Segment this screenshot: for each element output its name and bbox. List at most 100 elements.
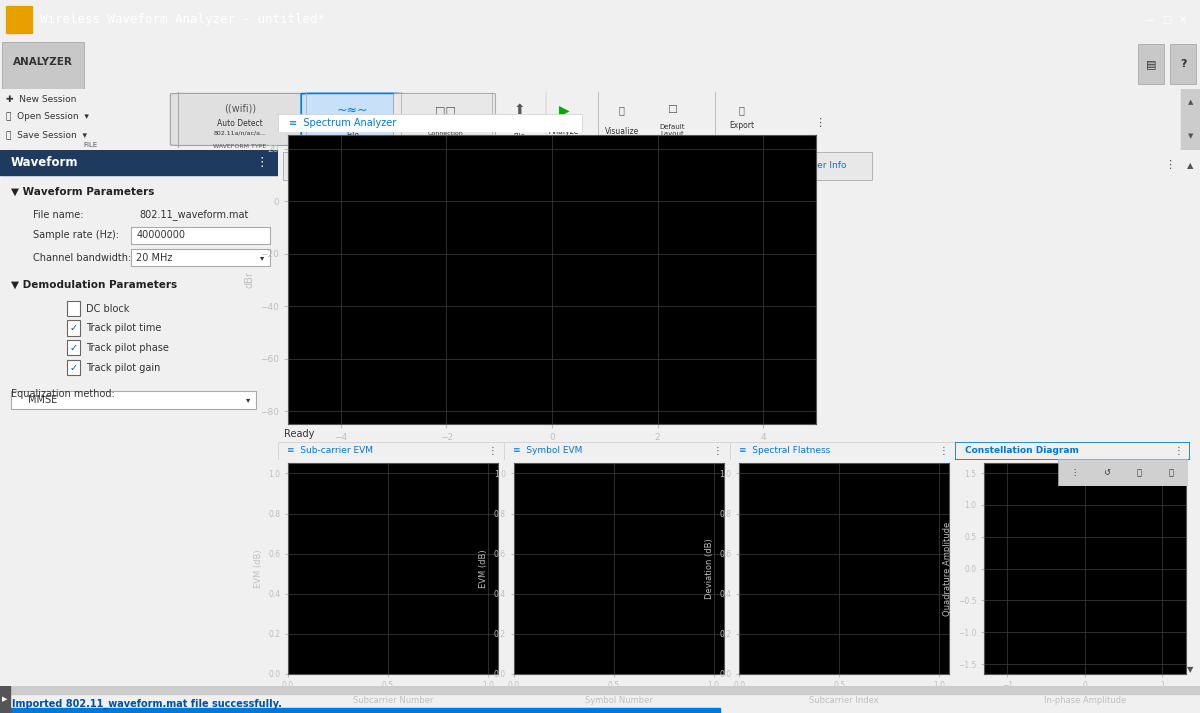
Text: ▼ Waveform Parameters: ▼ Waveform Parameters	[11, 187, 155, 197]
Text: ▤: ▤	[1146, 59, 1156, 69]
Text: Export
▾: Export ▾	[730, 120, 754, 140]
Text: RU Info: RU Info	[713, 160, 745, 170]
Bar	[0, 150, 278, 175]
Text: Instrument
Connection: Instrument Connection	[427, 125, 463, 135]
Text: Imported 802.11_waveform.mat file successfully.: Imported 802.11_waveform.mat file succes…	[12, 699, 282, 709]
Text: EXPORT: EXPORT	[734, 143, 758, 148]
Text: ?: ?	[1180, 59, 1187, 69]
Text: Track pilot gain: Track pilot gain	[86, 363, 161, 373]
Text: 802.11_waveform.mat: 802.11_waveform.mat	[139, 209, 248, 220]
Text: ▼: ▼	[1188, 133, 1193, 140]
FancyBboxPatch shape	[1138, 44, 1164, 84]
Bar	[0, 686, 1200, 694]
Text: FILE: FILE	[83, 142, 97, 148]
Text: ⬆: ⬆	[514, 103, 526, 118]
Text: 802.11a/n/ac/a...: 802.11a/n/ac/a...	[214, 130, 266, 135]
Text: ▶: ▶	[559, 103, 569, 118]
Text: ▾: ▾	[246, 395, 250, 404]
X-axis label: Symbol Number: Symbol Number	[584, 696, 653, 705]
Text: Wireless Waveform Analyzer - untitled*: Wireless Waveform Analyzer - untitled*	[40, 13, 324, 26]
Bar	[67, 340, 80, 355]
Bar	[0, 686, 10, 713]
Bar	[131, 227, 270, 245]
Text: ⋮: ⋮	[814, 118, 824, 128]
Text: ⋮: ⋮	[1069, 468, 1078, 477]
Y-axis label: EVM (dB): EVM (dB)	[479, 549, 488, 588]
Y-axis label: Quadrature Amplitude: Quadrature Amplitude	[943, 521, 953, 616]
Text: □: □	[1162, 14, 1171, 25]
Text: WAVEFORM TYPE: WAVEFORM TYPE	[214, 143, 266, 148]
Text: 📁  Open Session  ▾: 📁 Open Session ▾	[6, 112, 89, 121]
Text: ⋮: ⋮	[938, 446, 948, 456]
Text: VISUALIZATION: VISUALIZATION	[632, 143, 680, 148]
Text: ▼ Demodulation Parameters: ▼ Demodulation Parameters	[11, 280, 178, 290]
Text: ⋮: ⋮	[487, 446, 497, 456]
Text: ▼: ▼	[1187, 665, 1194, 674]
Bar	[131, 250, 270, 267]
FancyBboxPatch shape	[554, 152, 677, 180]
Bar	[11, 391, 256, 409]
Text: ✓: ✓	[70, 363, 78, 373]
Text: 20 MHz: 20 MHz	[137, 253, 173, 263]
Bar	[6, 6, 32, 34]
Text: ✓: ✓	[70, 323, 78, 333]
FancyBboxPatch shape	[1170, 44, 1196, 84]
Text: Track pilot phase: Track pilot phase	[86, 343, 169, 353]
Text: Signaling Info: Signaling Info	[454, 160, 516, 170]
FancyBboxPatch shape	[283, 152, 414, 180]
Text: 💾  Save Session  ▾: 💾 Save Session ▾	[6, 130, 88, 139]
Text: ANALYZER: ANALYZER	[13, 56, 73, 67]
Text: Field Info: Field Info	[595, 160, 636, 170]
Text: —: —	[1145, 14, 1154, 25]
Text: Track pilot time: Track pilot time	[86, 323, 162, 333]
Bar	[67, 360, 80, 375]
Text: ⤢: ⤢	[1169, 468, 1174, 477]
Text: ▲: ▲	[1188, 99, 1193, 106]
Text: 📤: 📤	[739, 106, 744, 116]
Text: □□: □□	[434, 106, 456, 116]
Bar	[0, 708, 720, 713]
Text: ⋮: ⋮	[1174, 446, 1183, 456]
Text: ▶: ▶	[2, 697, 7, 702]
Text: INPUT MODE: INPUT MODE	[430, 143, 470, 148]
Text: File name:: File name:	[34, 210, 84, 220]
Text: ~≈~: ~≈~	[337, 104, 368, 117]
Text: IQ
File: IQ File	[347, 120, 359, 140]
Text: 40000000: 40000000	[137, 230, 186, 240]
Text: ≡  Symbol EVM: ≡ Symbol EVM	[514, 446, 582, 456]
Text: Sample rate (Hz):: Sample rate (Hz):	[34, 230, 120, 240]
Text: ▲: ▲	[1187, 161, 1194, 170]
Bar	[67, 320, 80, 336]
Text: Constellation Diagram: Constellation Diagram	[965, 446, 1079, 456]
Y-axis label: Deviation (dB): Deviation (dB)	[704, 538, 714, 599]
Text: 🔍: 🔍	[1136, 468, 1141, 477]
Text: ANALYSIS: ANALYSIS	[547, 143, 576, 148]
X-axis label: Subcarrier Index: Subcarrier Index	[809, 696, 880, 705]
Text: Analyze: Analyze	[548, 127, 580, 136]
Bar	[1181, 89, 1200, 150]
FancyBboxPatch shape	[419, 152, 551, 180]
Text: ≡  Sub-carrier EVM: ≡ Sub-carrier EVM	[288, 446, 373, 456]
Text: Waveform: Waveform	[11, 156, 79, 169]
Text: ✓: ✓	[70, 343, 78, 353]
X-axis label: Frequency (kHz): Frequency (kHz)	[512, 448, 592, 458]
Text: ✚  New Session: ✚ New Session	[6, 95, 77, 104]
Y-axis label: EVM (dB): EVM (dB)	[253, 549, 263, 588]
X-axis label: In-phase Amplitude: In-phase Amplitude	[1044, 696, 1126, 705]
Text: Ready: Ready	[284, 429, 314, 439]
FancyBboxPatch shape	[170, 93, 308, 145]
Y-axis label: dBr: dBr	[245, 272, 254, 288]
Text: ↺: ↺	[1103, 468, 1110, 477]
Text: Channel bandwidth:: Channel bandwidth:	[34, 253, 132, 263]
Text: ⋮: ⋮	[1164, 160, 1175, 170]
Text: Detection Info: Detection Info	[317, 160, 380, 170]
Text: DC block: DC block	[86, 304, 130, 314]
FancyBboxPatch shape	[2, 41, 84, 89]
Text: ☐: ☐	[667, 106, 677, 116]
FancyBboxPatch shape	[394, 93, 496, 145]
Text: Auto Detect: Auto Detect	[217, 118, 263, 128]
FancyBboxPatch shape	[781, 152, 872, 180]
Text: MMSE: MMSE	[28, 395, 58, 405]
Bar	[278, 114, 582, 132]
Text: ⋮: ⋮	[256, 156, 268, 169]
